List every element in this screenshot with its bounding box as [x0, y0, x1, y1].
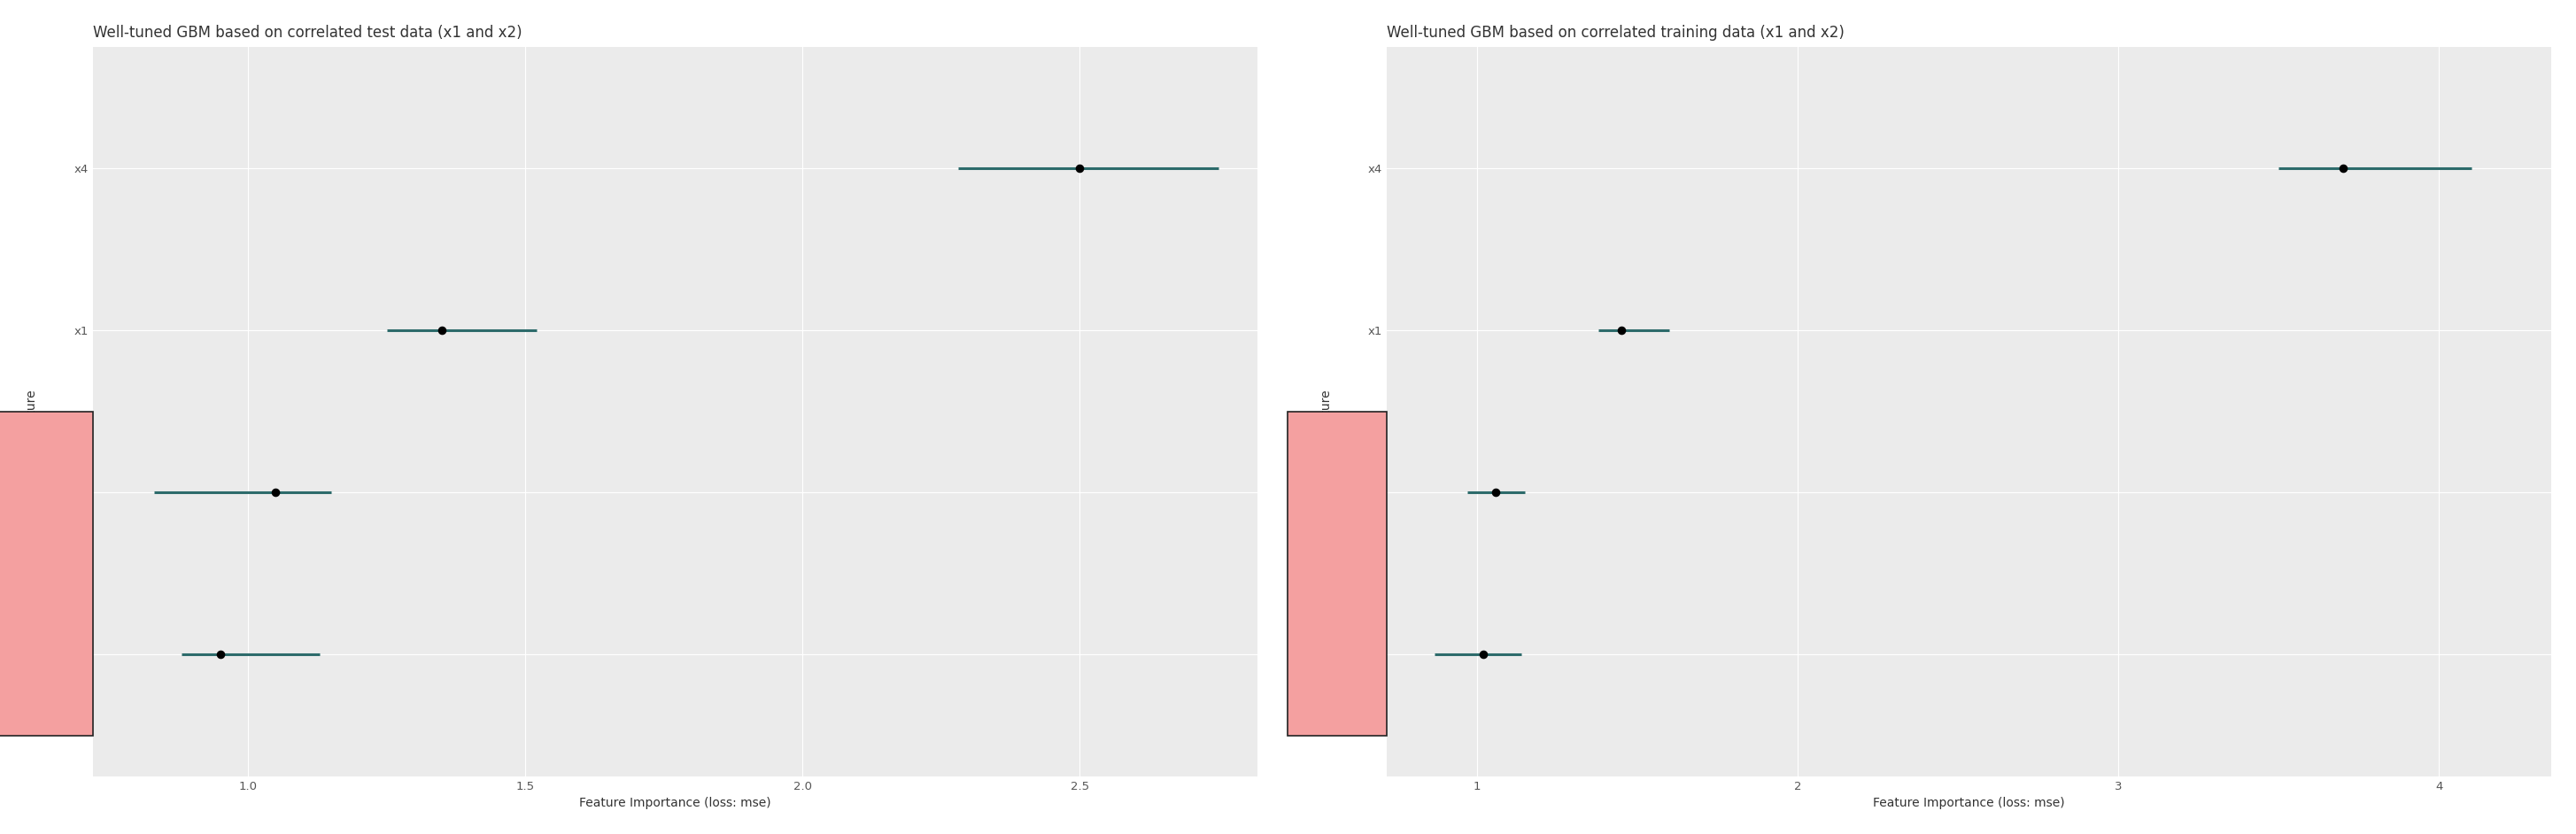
- Y-axis label: Feature: Feature: [1319, 389, 1332, 435]
- Point: [1059, 162, 1100, 175]
- Point: [422, 324, 464, 337]
- Point: [255, 486, 296, 500]
- Point: [1463, 648, 1504, 661]
- X-axis label: Feature Importance (loss: mse): Feature Importance (loss: mse): [1873, 797, 2066, 810]
- Text: Well-tuned GBM based on correlated test data (x1 and x2): Well-tuned GBM based on correlated test …: [93, 24, 523, 41]
- Point: [198, 648, 240, 661]
- Point: [1600, 324, 1641, 337]
- Y-axis label: Feature: Feature: [26, 389, 36, 435]
- Point: [1476, 486, 1517, 500]
- Point: [2324, 162, 2365, 175]
- X-axis label: Feature Importance (loss: mse): Feature Importance (loss: mse): [580, 797, 770, 810]
- FancyBboxPatch shape: [1288, 411, 1386, 736]
- Text: Well-tuned GBM based on correlated training data (x1 and x2): Well-tuned GBM based on correlated train…: [1386, 24, 1844, 41]
- FancyBboxPatch shape: [0, 411, 93, 736]
